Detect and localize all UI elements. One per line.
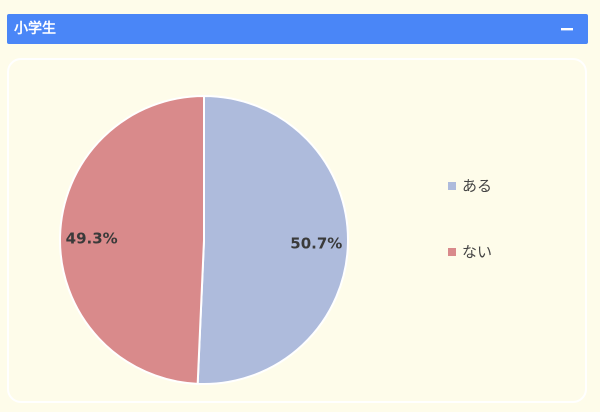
slice-label-2: 49.3% — [66, 230, 118, 248]
minus-icon[interactable] — [558, 20, 576, 38]
legend-label-2[interactable]: ない — [462, 243, 492, 261]
legend-swatch-2 — [448, 248, 456, 256]
pie-slice-2[interactable] — [59, 94, 205, 385]
slice-label-1: 50.7% — [290, 234, 342, 252]
legend-label-1[interactable]: ある — [462, 177, 492, 195]
panel-title: 小学生 — [14, 21, 56, 37]
pie-slice-1[interactable] — [196, 94, 349, 385]
legend-swatch-1 — [448, 182, 456, 190]
panel-header: 小学生 — [7, 14, 588, 44]
